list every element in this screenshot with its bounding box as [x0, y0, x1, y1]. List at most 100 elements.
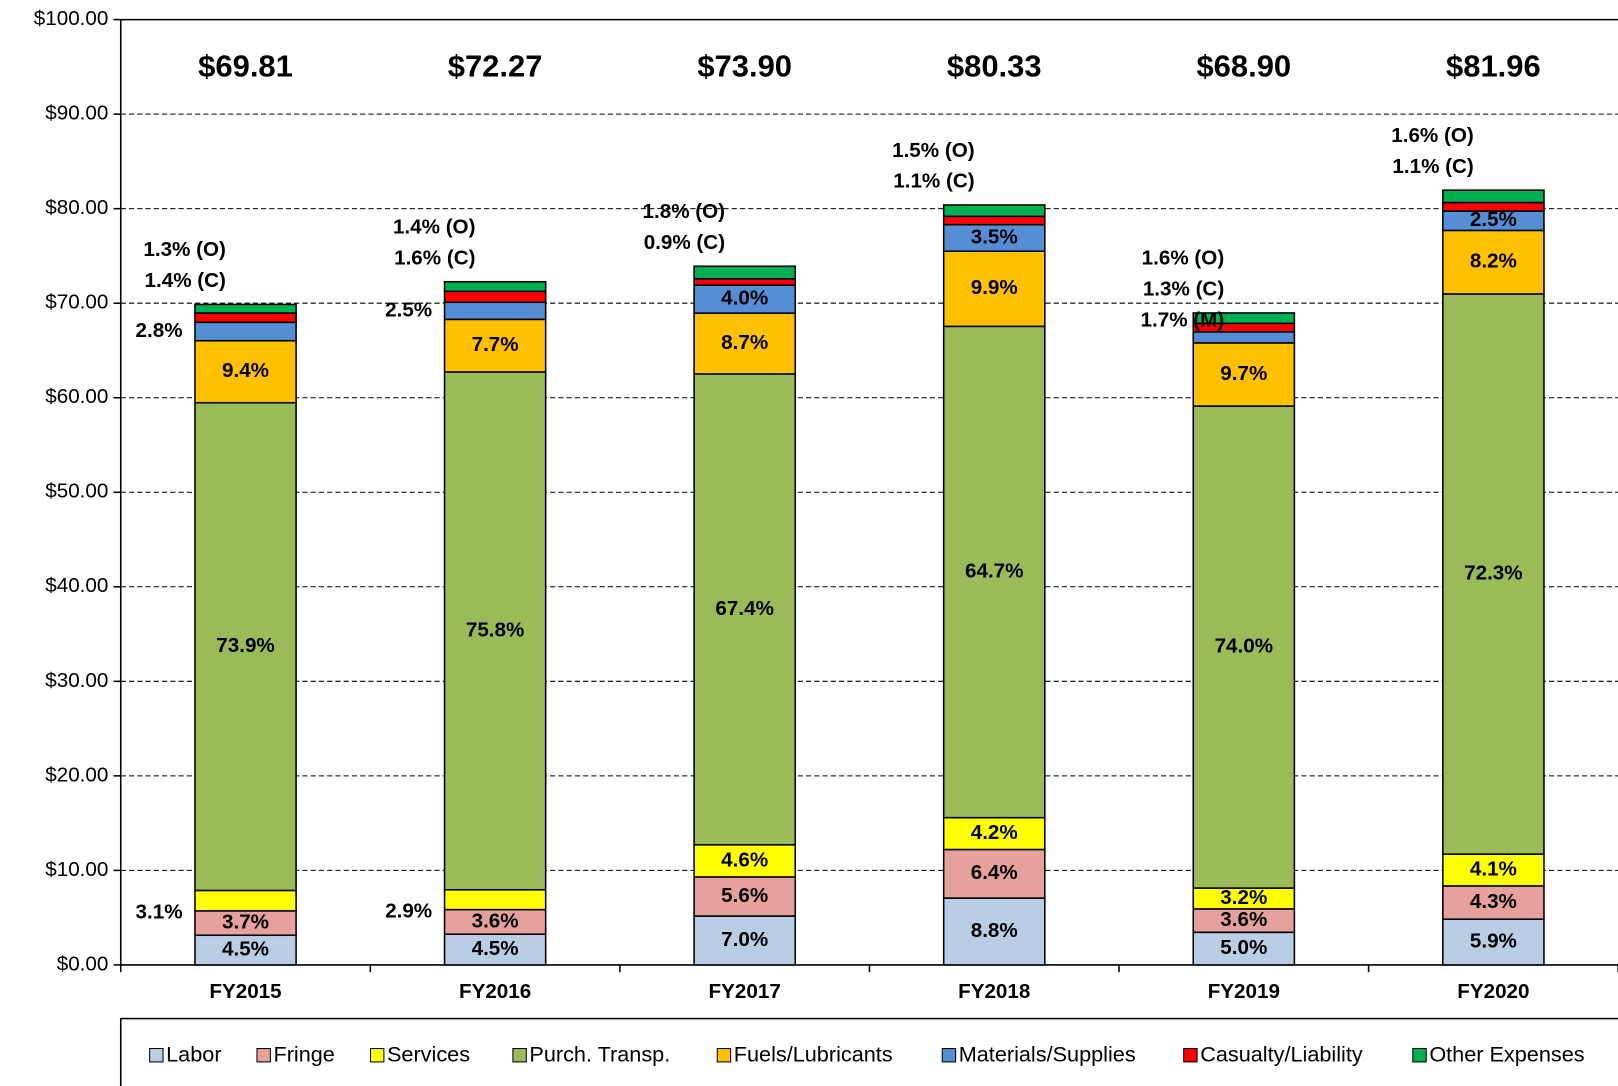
legend-box — [119, 1017, 1618, 1086]
segment-label: 3.6% — [1220, 908, 1267, 931]
bar-segment — [443, 888, 547, 911]
bar-segment — [443, 933, 547, 966]
segment-label: 3.5% — [971, 225, 1018, 248]
legend-swatch — [1183, 1047, 1198, 1063]
segment-label: 1.4% (C) — [145, 269, 226, 292]
segment-label: 4.0% — [721, 287, 768, 310]
bar-segment — [194, 934, 297, 966]
segment-label: 1.4% (O) — [393, 216, 476, 239]
legend-label: Materials/Supplies — [959, 1041, 1136, 1066]
bar-segment — [1442, 853, 1545, 887]
segment-label: 3.2% — [1220, 886, 1267, 909]
total-label: $72.27 — [448, 48, 543, 83]
x-tick-label: FY2016 — [459, 980, 531, 1003]
bar-segment — [1192, 342, 1296, 407]
total-label: $69.81 — [198, 48, 293, 83]
legend-label: Fuels/Lubricants — [734, 1041, 893, 1066]
legend-swatch — [941, 1047, 957, 1063]
segment-label: 5.0% — [1220, 936, 1267, 959]
segment-label: 1.1% (C) — [893, 170, 974, 193]
bar-segment — [194, 339, 297, 404]
legend-swatch — [1412, 1047, 1427, 1063]
legend-label: Fringe — [273, 1041, 334, 1066]
segment-label: 9.9% — [971, 276, 1018, 299]
bar-segment — [693, 265, 797, 280]
segment-label: 74.0% — [1215, 635, 1273, 658]
segment-label: 9.4% — [222, 359, 269, 382]
x-tick-label: FY2018 — [958, 980, 1030, 1003]
bar-segment — [194, 401, 297, 892]
segment-label: 8.7% — [721, 331, 768, 354]
segment-label: 7.7% — [472, 333, 519, 356]
segment-label: 73.9% — [216, 634, 274, 657]
bar-segment — [693, 373, 797, 846]
bar-segment — [1192, 931, 1296, 966]
bar-segment — [1192, 312, 1296, 325]
bar-segment — [1442, 189, 1545, 204]
y-tick-label: $30.00 — [45, 669, 108, 692]
segment-label: 6.4% — [971, 861, 1018, 884]
y-tick-label: $60.00 — [45, 385, 108, 408]
segment-label: 2.8% — [136, 319, 183, 342]
segment-label: 1.6% (O) — [1391, 124, 1474, 147]
bar-segment — [443, 280, 547, 293]
segment-label: 4.2% — [971, 821, 1018, 844]
bar-segment — [942, 816, 1046, 851]
y-tick-label: $100.00 — [34, 7, 109, 30]
bar-segment — [693, 312, 797, 375]
legend-label: Purch. Transp. — [529, 1041, 670, 1066]
segment-label: 1.5% (O) — [892, 139, 975, 162]
bar-segment — [443, 301, 547, 321]
segment-label: 9.7% — [1220, 362, 1267, 385]
segment-label: 0.9% (C) — [644, 231, 725, 254]
segment-label: 64.7% — [965, 559, 1023, 582]
segment-label: 4.5% — [472, 937, 519, 960]
bar-segment — [693, 284, 797, 314]
legend-label: Casualty/Liability — [1200, 1041, 1363, 1066]
total-label: $80.33 — [947, 48, 1042, 83]
legend-swatch — [256, 1047, 271, 1063]
bar-segment — [693, 843, 797, 878]
segment-label: 5.6% — [721, 884, 768, 907]
bar-segment — [942, 250, 1046, 328]
segment-label: 4.5% — [222, 938, 269, 961]
segment-label: 1.6% (C) — [394, 246, 475, 269]
segment-label: 75.8% — [466, 618, 524, 641]
y-tick-label: $70.00 — [45, 291, 108, 314]
bar-segment — [443, 908, 547, 935]
bar-segment — [942, 204, 1046, 218]
bar-segment — [1192, 405, 1296, 889]
bar-segment — [693, 876, 797, 917]
segment-label: 1.3% (O) — [143, 238, 226, 261]
bar-segment — [942, 897, 1046, 966]
bar-segment — [1442, 918, 1545, 966]
bar-segment — [693, 278, 797, 286]
total-label: $73.90 — [697, 48, 792, 83]
segment-label: 8.8% — [971, 919, 1018, 942]
segment-label: 7.0% — [721, 928, 768, 951]
segment-label: 5.9% — [1470, 929, 1517, 952]
x-tick-label: FY2020 — [1457, 980, 1529, 1003]
bar-segment — [443, 290, 547, 304]
x-tick-label: FY2017 — [709, 980, 781, 1003]
legend-label: Services — [387, 1041, 470, 1066]
bar-segment — [1442, 293, 1545, 855]
segment-label: 3.1% — [136, 900, 183, 923]
y-tick-label: $0.00 — [57, 952, 109, 975]
legend-label: Other Expenses — [1429, 1041, 1584, 1066]
segment-label: 3.6% — [472, 909, 519, 932]
bar-segment — [1442, 229, 1545, 295]
segment-label: 2.9% — [385, 900, 432, 923]
segment-label: 3.7% — [222, 910, 269, 933]
bar-segment — [194, 889, 297, 912]
y-tick-label: $10.00 — [45, 858, 108, 881]
segment-label: 1.1% (C) — [1392, 155, 1473, 178]
total-label: $81.96 — [1446, 48, 1541, 83]
legend-swatch — [716, 1047, 732, 1063]
bar-segment — [1442, 201, 1545, 212]
segment-label: 2.5% — [1470, 208, 1517, 231]
legend-label: Labor — [166, 1041, 221, 1066]
total-label: $68.90 — [1196, 48, 1291, 83]
